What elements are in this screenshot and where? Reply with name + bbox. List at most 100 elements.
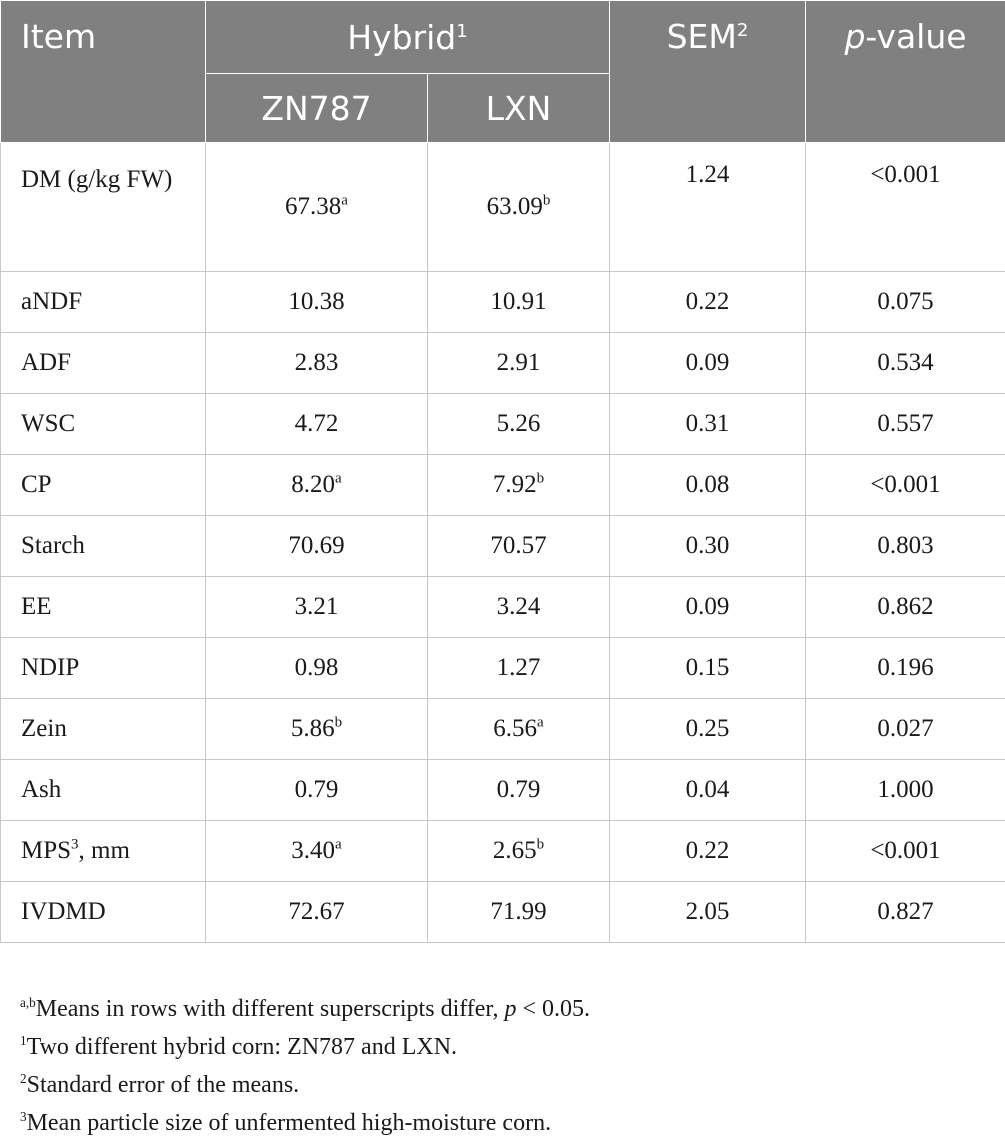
cell-pvalue: 0.534 [805, 332, 1005, 394]
item-label: Zein [21, 715, 67, 742]
value-lxn: 2.91 [496, 349, 541, 376]
cell-pvalue: <0.001 [805, 820, 1005, 882]
footnote-text: Two different hybrid corn: ZN787 and LXN… [26, 1034, 458, 1060]
footnote-sup: 3 [20, 1109, 27, 1124]
value-zn787: 5.86 [290, 715, 335, 742]
item-label: NDIP [21, 654, 80, 681]
sup-lxn: b [542, 192, 551, 209]
table-row: NDIP 0.98 1.27 0.15 0.196 [0, 637, 1005, 699]
value-zn787: 70.69 [288, 532, 345, 559]
cell-sem: 0.15 [609, 637, 806, 699]
cell-sem: 0.09 [609, 576, 806, 638]
item-label: MPS [21, 837, 72, 864]
cell-sem: 0.09 [609, 332, 806, 394]
value-lxn: 2.65 [492, 837, 537, 864]
footnote-text: Standard error of the means. [26, 1072, 300, 1098]
footnote-text: Means in rows with different superscript… [35, 996, 505, 1022]
sup-lxn: b [536, 836, 545, 853]
cell-lxn: 2.91 [427, 332, 610, 394]
cell-item: Ash [0, 759, 206, 821]
cell-zn787: 10.38 [205, 271, 428, 333]
cell-lxn: 6.56a [427, 698, 610, 760]
sup-zn787: a [335, 836, 342, 853]
item-label: DM (g/kg FW) [21, 166, 173, 193]
header-sem: SEM2 [609, 0, 806, 143]
table-row: aNDF 10.38 10.91 0.22 0.075 [0, 271, 1005, 333]
cell-zn787: 0.98 [205, 637, 428, 699]
cell-zn787: 4.72 [205, 393, 428, 455]
cell-sem: 0.25 [609, 698, 806, 760]
cell-zn787: 2.83 [205, 332, 428, 394]
cell-lxn: 63.09b [427, 142, 610, 272]
value-zn787: 3.21 [294, 593, 339, 620]
cell-zn787: 5.86b [205, 698, 428, 760]
cell-sem: 1.24 [609, 142, 806, 272]
table-row: MPS3, mm 3.40a 2.65b 0.22 <0.001 [0, 820, 1005, 882]
cell-item: ADF [0, 332, 206, 394]
item-label: WSC [21, 410, 76, 437]
value-lxn: 10.91 [490, 288, 547, 315]
item-label: EE [21, 593, 52, 620]
cell-sem: 0.30 [609, 515, 806, 577]
cell-sem: 2.05 [609, 881, 806, 943]
cell-lxn: 3.24 [427, 576, 610, 638]
cell-item: Starch [0, 515, 206, 577]
item-label: Ash [21, 776, 62, 803]
header-hybrid-label: Hybrid [347, 17, 457, 57]
value-lxn: 63.09 [486, 193, 543, 220]
footnote-text: Mean particle size of unfermented high-m… [26, 1110, 552, 1136]
header-hybrid: Hybrid1 [205, 0, 610, 74]
cell-pvalue: 0.827 [805, 881, 1005, 943]
cell-zn787: 70.69 [205, 515, 428, 577]
sup-zn787: a [335, 470, 342, 487]
value-zn787: 4.72 [294, 410, 339, 437]
value-lxn: 5.26 [496, 410, 541, 437]
cell-item: DM (g/kg FW) [0, 142, 206, 272]
header-sem-sup: 2 [736, 20, 749, 41]
item-label: aNDF [21, 288, 83, 315]
cell-zn787: 67.38a [205, 142, 428, 272]
cell-zn787: 0.79 [205, 759, 428, 821]
footnote-sem: 2Standard error of the means. [20, 1066, 590, 1104]
item-suffix: , mm [78, 837, 130, 864]
value-zn787: 0.79 [294, 776, 339, 803]
cell-item: Zein [0, 698, 206, 760]
cell-pvalue: 0.196 [805, 637, 1005, 699]
value-zn787: 67.38 [285, 193, 342, 220]
cell-pvalue: <0.001 [805, 142, 1005, 272]
table-row: ADF 2.83 2.91 0.09 0.534 [0, 332, 1005, 394]
cell-item: IVDMD [0, 881, 206, 943]
value-lxn: 6.56 [493, 715, 538, 742]
cell-item: aNDF [0, 271, 206, 333]
header-pvalue-rest: -value [865, 17, 967, 56]
cell-sem: 0.22 [609, 820, 806, 882]
header-zn787: ZN787 [205, 73, 428, 143]
item-label: Starch [21, 532, 85, 559]
table-body: DM (g/kg FW) 67.38a 63.09b 1.24 <0.001 a… [0, 142, 1005, 943]
value-zn787: 10.38 [288, 288, 345, 315]
item-label: CP [21, 471, 52, 498]
value-zn787: 2.83 [294, 349, 339, 376]
cell-lxn: 5.26 [427, 393, 610, 455]
table-row: WSC 4.72 5.26 0.31 0.557 [0, 393, 1005, 455]
header-pvalue: p-value [805, 0, 1005, 143]
table-row: DM (g/kg FW) 67.38a 63.09b 1.24 <0.001 [0, 142, 1005, 272]
header-pvalue-p: p [844, 17, 866, 56]
value-lxn: 0.79 [496, 776, 541, 803]
cell-lxn: 10.91 [427, 271, 610, 333]
item-label: IVDMD [21, 898, 106, 925]
value-lxn: 71.99 [490, 898, 547, 925]
footnote-sup: 2 [20, 1071, 27, 1086]
value-zn787: 8.20 [291, 471, 336, 498]
item-sup: 3 [71, 836, 79, 853]
sup-zn787: b [334, 714, 343, 731]
cell-lxn: 71.99 [427, 881, 610, 943]
footnotes: a,bMeans in rows with different superscr… [20, 990, 590, 1142]
cell-item: NDIP [0, 637, 206, 699]
header-item: Item [0, 0, 206, 143]
table-row: IVDMD 72.67 71.99 2.05 0.827 [0, 881, 1005, 943]
table-row: Ash 0.79 0.79 0.04 1.000 [0, 759, 1005, 821]
cell-lxn: 2.65b [427, 820, 610, 882]
item-label: ADF [21, 349, 72, 376]
sup-zn787: a [341, 192, 348, 209]
